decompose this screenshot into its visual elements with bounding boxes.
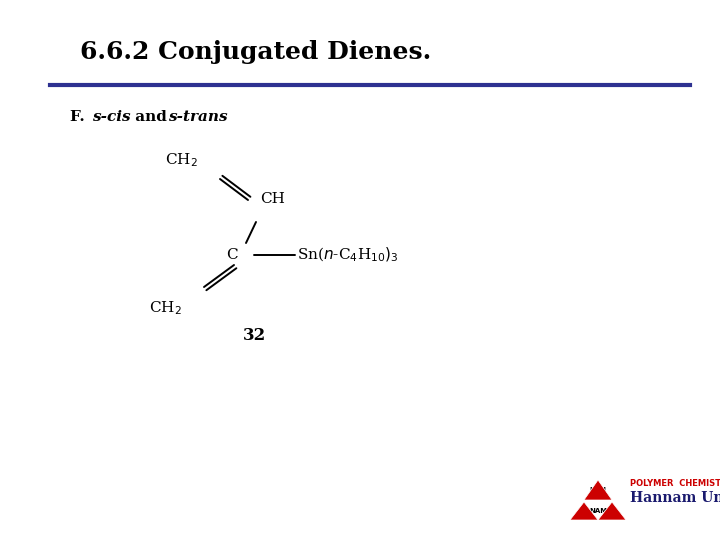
Text: s-cis: s-cis xyxy=(92,110,130,124)
Text: CH$_2$: CH$_2$ xyxy=(165,151,198,169)
Polygon shape xyxy=(570,502,598,520)
Text: F.: F. xyxy=(70,110,90,124)
Text: 6.6.2 Conjugated Dienes.: 6.6.2 Conjugated Dienes. xyxy=(80,40,431,64)
Text: C: C xyxy=(226,248,238,262)
Text: Hannam University: Hannam University xyxy=(630,491,720,505)
Text: 32: 32 xyxy=(243,327,266,343)
Text: CH$_2$: CH$_2$ xyxy=(149,299,182,316)
Text: HAN: HAN xyxy=(590,487,606,493)
Text: Sn($n$-C$_4$H$_{10})_3$: Sn($n$-C$_4$H$_{10})_3$ xyxy=(297,246,399,264)
Polygon shape xyxy=(584,480,612,500)
Text: POLYMER  CHEMISTRY: POLYMER CHEMISTRY xyxy=(630,480,720,489)
Text: NAM: NAM xyxy=(589,508,607,514)
Text: s-trans: s-trans xyxy=(168,110,228,124)
Polygon shape xyxy=(598,502,626,520)
Text: and: and xyxy=(130,110,172,124)
Text: CH: CH xyxy=(260,192,285,206)
